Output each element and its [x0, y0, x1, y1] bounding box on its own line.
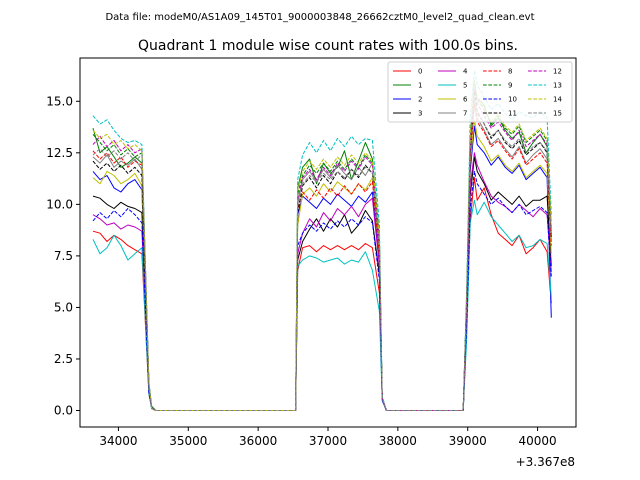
legend-label-12: 12	[553, 68, 562, 76]
legend-label-7: 7	[463, 110, 467, 118]
legend-label-13: 13	[553, 82, 562, 90]
y-tick-label: 12.5	[46, 146, 73, 160]
y-tick-label: 15.0	[46, 94, 73, 108]
x-axis: 34000 35000 36000 37000 38000 39000 40000	[99, 427, 557, 448]
legend-label-3: 3	[418, 110, 422, 118]
legend-label-10: 10	[508, 96, 517, 104]
y-tick-label: 0.0	[54, 404, 73, 418]
legend-box	[387, 61, 573, 123]
legend-label-4: 4	[463, 68, 468, 76]
x-tick-label: 34000	[99, 434, 137, 448]
figure-suptitle: Data file: modeM0/AS1A09_145T01_90000038…	[105, 12, 534, 23]
legend-label-0: 0	[418, 68, 422, 76]
legend-label-1: 1	[418, 82, 422, 90]
x-offset-label: +3.367e8	[516, 455, 575, 469]
legend-label-5: 5	[463, 82, 467, 90]
x-tick-label: 35000	[169, 434, 207, 448]
legend-label-15: 15	[553, 110, 562, 118]
y-tick-label: 10.0	[46, 197, 73, 211]
series-line-10	[92, 170, 552, 411]
legend-label-9: 9	[508, 82, 512, 90]
legend-label-8: 8	[508, 68, 512, 76]
y-tick-label: 7.5	[54, 249, 73, 263]
x-tick-label: 38000	[379, 434, 417, 448]
y-axis: 0.0 2.5 5.0 7.5 10.0 12.5 15.0	[46, 94, 80, 418]
x-tick-label: 39000	[449, 434, 487, 448]
chart-title: Quadrant 1 module wise count rates with …	[138, 38, 518, 54]
x-tick-label: 36000	[239, 434, 277, 448]
legend-label-11: 11	[508, 110, 517, 118]
y-tick-label: 5.0	[54, 300, 73, 314]
series-line-14	[92, 82, 552, 411]
legend-label-2: 2	[418, 96, 422, 104]
y-tick-label: 2.5	[54, 352, 73, 366]
x-tick-label: 40000	[518, 434, 556, 448]
legend-label-6: 6	[463, 96, 468, 104]
legend-label-14: 14	[553, 96, 562, 104]
x-tick-label: 37000	[309, 434, 347, 448]
